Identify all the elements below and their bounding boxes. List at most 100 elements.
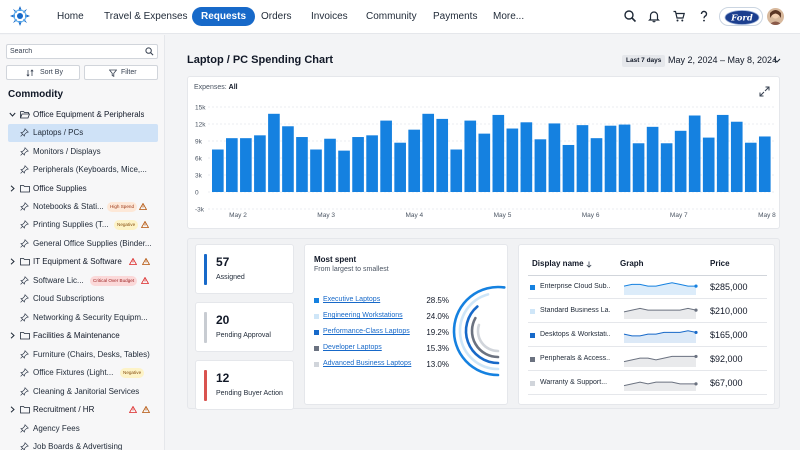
kpi-pending-approval[interactable]: 20 Pending Approval (195, 302, 294, 352)
chart-bar[interactable] (226, 138, 238, 192)
tree-item-cleaning[interactable]: Cleaning & Janitorial Services (0, 383, 160, 401)
chart-bar[interactable] (590, 138, 603, 192)
most-spent-link[interactable]: Engineering Workstations (323, 312, 403, 319)
chart-bar[interactable] (660, 143, 673, 192)
most-spent-link[interactable]: Advanced Business Laptops (323, 360, 412, 367)
tree-item-software-licenses[interactable]: Software Lic... Critical Over Budget (0, 272, 160, 290)
chart-bar[interactable] (632, 143, 645, 192)
chart-bar[interactable] (268, 113, 280, 192)
tree-category-facilities[interactable]: Facilities & Maintenance (0, 327, 160, 345)
tree-category-it-equipment[interactable]: IT Equipment & Software (0, 253, 160, 271)
chevron-right-icon[interactable] (9, 332, 16, 339)
chart-bar[interactable] (534, 139, 547, 192)
tree-category-recruitment[interactable]: Recruitment / HR (0, 401, 160, 419)
most-spent-link[interactable]: Developer Laptops (323, 344, 382, 351)
column-header-display-name[interactable]: Display name (532, 259, 584, 268)
tree-item-printing-supplies[interactable]: Printing Supplies (T... Negative (0, 216, 160, 234)
chart-bar[interactable] (422, 113, 435, 192)
bell-icon[interactable] (647, 9, 661, 23)
chart-bar[interactable] (352, 137, 364, 192)
chart-bar[interactable] (576, 125, 589, 192)
nav-orders[interactable]: Orders (261, 11, 292, 22)
chart-bar[interactable] (254, 135, 266, 192)
table-row[interactable]: Standard Business La... $210,000 (528, 300, 767, 323)
chart-bar[interactable] (604, 125, 617, 192)
chart-bar[interactable] (324, 138, 336, 192)
chart-bar[interactable] (492, 114, 505, 192)
user-avatar[interactable] (767, 8, 784, 25)
tree-category-office-supplies[interactable]: Office Supplies (0, 180, 160, 198)
nav-home[interactable]: Home (57, 11, 84, 22)
ring-arc[interactable] (458, 293, 500, 371)
nav-requests[interactable]: Requests (192, 7, 256, 26)
table-row[interactable]: Peripherals & Access... $92,000 (528, 348, 767, 371)
chart-bar[interactable] (310, 149, 322, 193)
nav-community[interactable]: Community (366, 11, 417, 22)
chart-bar[interactable] (744, 142, 757, 192)
chart-bar[interactable] (716, 114, 729, 192)
sort-arrow-down-icon[interactable] (586, 261, 592, 268)
ring-arc[interactable] (470, 316, 500, 359)
most-spent-link[interactable]: Executive Laptops (323, 296, 381, 303)
tree-item-laptops-pcs[interactable]: Laptops / PCs (8, 124, 158, 142)
tree-item-office-fixtures[interactable]: Office Fixtures (Light... Negative (0, 364, 160, 382)
tree-item-job-boards[interactable]: Job Boards & Advertising (0, 438, 160, 450)
chevron-right-icon[interactable] (9, 185, 16, 192)
tree-item-peripherals[interactable]: Peripherals (Keyboards, Mice,... (0, 161, 160, 179)
table-row[interactable]: Warranty & Support... $67,000 (528, 372, 767, 395)
nav-payments[interactable]: Payments (433, 11, 478, 22)
chart-bar[interactable] (436, 118, 449, 192)
company-logo-icon[interactable] (9, 5, 31, 27)
chart-bar[interactable] (674, 130, 687, 192)
search-input[interactable] (10, 46, 140, 57)
chart-bar[interactable] (240, 138, 252, 192)
tree-item-agency-fees[interactable]: Agency Fees (0, 420, 160, 438)
expenses-filter[interactable]: Expenses: All (194, 84, 238, 91)
search-icon[interactable] (145, 47, 154, 56)
date-range-badge[interactable]: Last 7 days (622, 55, 666, 67)
ring-arc[interactable] (476, 323, 500, 353)
chart-bar[interactable] (758, 136, 771, 192)
chart-bar[interactable] (478, 133, 491, 192)
cart-icon[interactable] (672, 9, 686, 23)
date-range-picker[interactable]: May 2, 2024 – May 8, 2024 (668, 55, 778, 65)
chart-bar[interactable] (394, 142, 406, 192)
chart-bar[interactable] (506, 128, 519, 192)
kpi-assigned[interactable]: 57 Assigned (195, 244, 294, 294)
chart-bar[interactable] (450, 149, 463, 193)
chevron-right-icon[interactable] (9, 406, 16, 413)
kpi-pending-buyer-action[interactable]: 12 Pending Buyer Action (195, 360, 294, 410)
help-icon[interactable] (697, 9, 711, 23)
filter-button[interactable]: Filter (84, 65, 158, 80)
nav-more[interactable]: More... (493, 11, 525, 22)
nav-travel-expenses[interactable]: Travel & Expenses (104, 11, 188, 22)
ring-arc[interactable] (464, 305, 500, 365)
expand-icon[interactable] (759, 86, 770, 97)
chart-bar[interactable] (338, 150, 350, 192)
tree-item-general-office[interactable]: General Office Supplies (Binder... (0, 235, 160, 253)
chart-bar[interactable] (730, 121, 743, 192)
chevron-down-icon[interactable] (9, 111, 16, 118)
tree-item-monitors-displays[interactable]: Monitors / Displays (0, 143, 160, 161)
chart-bar[interactable] (380, 120, 392, 192)
chart-bar[interactable] (366, 135, 378, 192)
chart-bar[interactable] (282, 126, 294, 192)
chart-bar[interactable] (702, 137, 715, 192)
ring-arc[interactable] (452, 285, 506, 377)
column-header-price[interactable]: Price (710, 259, 730, 268)
chart-bar[interactable] (408, 129, 420, 192)
tree-item-notebooks[interactable]: Notebooks & Stati... High Spend (0, 198, 160, 216)
tree-item-networking-security[interactable]: Networking & Security Equipm... (0, 309, 160, 327)
tree-category-office-equipment[interactable]: Office Equipment & Peripherals (0, 106, 160, 124)
chart-bar[interactable] (562, 144, 575, 192)
tree-item-cloud-subscriptions[interactable]: Cloud Subscriptions (0, 290, 160, 308)
chart-bar[interactable] (646, 126, 659, 192)
chart-bar[interactable] (212, 149, 224, 193)
nav-invoices[interactable]: Invoices (311, 11, 348, 22)
chevron-right-icon[interactable] (9, 258, 16, 265)
tree-item-furniture[interactable]: Furniture (Chairs, Desks, Tables) (0, 346, 160, 364)
chart-bar[interactable] (296, 137, 308, 192)
table-row[interactable]: Enterprise Cloud Sub... $285,000 (528, 276, 767, 299)
chart-bar[interactable] (520, 122, 533, 192)
most-spent-link[interactable]: Performance-Class Laptops (323, 328, 410, 335)
